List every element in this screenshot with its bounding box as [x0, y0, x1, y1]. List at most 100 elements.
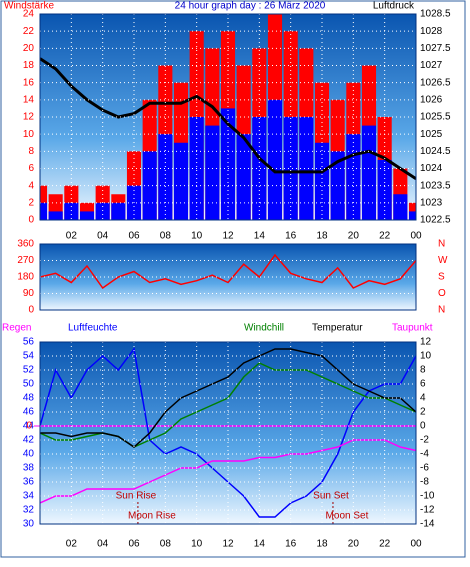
y2-tick-label: 1024 — [420, 163, 443, 174]
y-tick-label: 0 — [28, 305, 34, 316]
y2-tick-label: 12 — [420, 337, 432, 348]
y-tick-label: 22 — [23, 26, 35, 37]
series-line — [40, 439, 416, 504]
plot-layer — [40, 253, 416, 290]
y-tick-label: 50 — [23, 379, 35, 390]
x-tick-label: 06 — [128, 231, 140, 242]
y-tick-label: 24 — [23, 9, 35, 20]
y-tick-label: 90 — [23, 288, 35, 299]
bar — [95, 202, 110, 220]
y2-tick-label: 1026.5 — [420, 77, 451, 88]
annotation: Moon Rise — [128, 511, 176, 522]
y2-tick-label: -10 — [420, 491, 435, 502]
y-axis-title: Windstärke — [4, 1, 54, 12]
y-tick-label: 12 — [23, 112, 35, 123]
y2-tick-label: 1027 — [420, 60, 443, 71]
y-tick-label: 16 — [23, 77, 35, 88]
plot-border — [39, 341, 417, 525]
y-tick-label: 38 — [23, 463, 35, 474]
y-tick-label: 34 — [23, 491, 35, 502]
bar — [173, 142, 189, 220]
y2-tick-label: 2 — [420, 407, 426, 418]
y2-tick-label: 0 — [420, 421, 426, 432]
annotation: Sun Rise — [116, 491, 157, 502]
y-tick-label: 4 — [28, 180, 34, 191]
y2-tick-label: 4 — [420, 393, 426, 404]
legend-entry: Taupunkt — [392, 323, 433, 334]
x-tick-label: 14 — [254, 539, 266, 550]
bar — [252, 117, 267, 220]
legend-entry: Windchill — [244, 323, 284, 334]
y-tick-label: 6 — [28, 163, 34, 174]
y-tick-label: 52 — [23, 365, 35, 376]
y2-tick-label: -8 — [420, 477, 429, 488]
y2-tick-label: W — [438, 255, 448, 266]
y-tick-label: 20 — [23, 43, 35, 54]
series-line — [40, 253, 416, 290]
y2-tick-label: 8 — [420, 365, 426, 376]
y-tick-label: 36 — [23, 477, 35, 488]
y-tick-label: 14 — [23, 94, 35, 105]
x-tick-label: 00 — [410, 231, 422, 242]
bar — [283, 117, 298, 220]
x-tick-label: 18 — [316, 539, 328, 550]
y-tick-label: 8 — [28, 146, 34, 157]
bar — [393, 194, 408, 220]
x-tick-label: 04 — [97, 539, 109, 550]
y2-tick-label: -6 — [420, 463, 429, 474]
y2-tick-label: 1025.5 — [420, 112, 451, 123]
x-tick-label: 22 — [379, 231, 391, 242]
x-tick-label: 06 — [128, 539, 140, 550]
y-tick-label: 0 — [28, 215, 34, 226]
y2-tick-label: 10 — [420, 351, 432, 362]
bar — [220, 108, 236, 220]
series-line — [40, 348, 416, 448]
bar — [299, 117, 314, 220]
bar — [361, 125, 377, 220]
y-tick-label: 32 — [23, 505, 35, 516]
bar — [267, 99, 283, 220]
bar — [111, 202, 126, 220]
legend-entry: Temperatur — [312, 323, 363, 334]
x-tick-label: 12 — [222, 231, 234, 242]
bar — [158, 134, 173, 220]
y2-tick-label: 1026 — [420, 94, 443, 105]
y2-tick-label: N — [438, 239, 445, 250]
y-tick-label: 360 — [17, 239, 34, 250]
y-tick-label: 56 — [23, 337, 35, 348]
x-tick-label: 10 — [191, 539, 203, 550]
y2-tick-label: 1028 — [420, 26, 443, 37]
y-tick-label: 48 — [23, 393, 35, 404]
y2-tick-label: -4 — [420, 449, 429, 460]
bar — [314, 142, 330, 220]
x-tick-label: 16 — [285, 539, 297, 550]
plot-border — [39, 13, 417, 221]
y2-axis-title: Luftdruck — [373, 1, 415, 12]
bar — [236, 134, 251, 220]
bar — [48, 211, 63, 220]
y2-tick-label: S — [438, 272, 445, 283]
plot-border — [39, 243, 417, 311]
y2-tick-label: 1028.5 — [420, 9, 451, 20]
x-tick-label: 02 — [66, 231, 78, 242]
y-tick-label: 54 — [23, 351, 35, 362]
y2-tick-label: 1022.5 — [420, 215, 451, 226]
legend-entry: Luftfeuchte — [68, 323, 118, 334]
y2-tick-label: 6 — [420, 379, 426, 390]
frame — [0, 0, 466, 558]
bar — [330, 151, 345, 220]
y-tick-label: 40 — [23, 449, 35, 460]
annotation: Moon Set — [326, 511, 369, 522]
x-tick-label: 14 — [254, 231, 266, 242]
y-tick-label: 180 — [17, 272, 34, 283]
bar — [408, 202, 416, 220]
x-tick-label: 08 — [160, 231, 172, 242]
y2-tick-label: -14 — [420, 519, 435, 530]
bar — [377, 159, 392, 220]
y-tick-label: 10 — [23, 129, 35, 140]
bar — [142, 151, 157, 220]
y-tick-label: 46 — [23, 407, 35, 418]
x-tick-label: 16 — [285, 231, 297, 242]
annotation: Sun Set — [313, 491, 349, 502]
x-tick-label: 20 — [348, 231, 360, 242]
